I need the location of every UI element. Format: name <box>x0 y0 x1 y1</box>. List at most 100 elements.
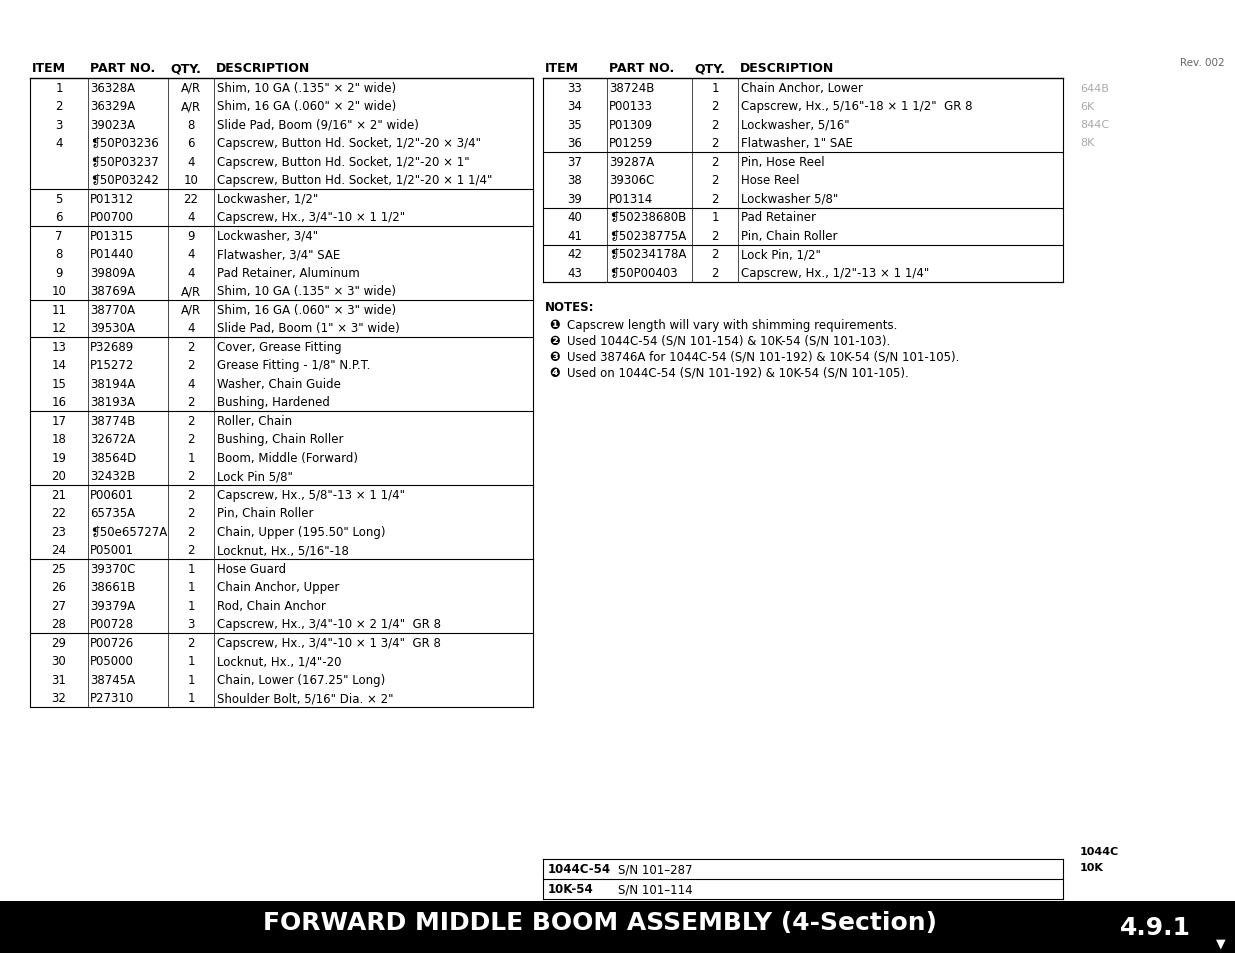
Text: ITEM: ITEM <box>545 63 579 75</box>
Text: P05000: P05000 <box>90 655 133 667</box>
Text: P00601: P00601 <box>90 488 135 501</box>
Text: ITEM: ITEM <box>32 63 65 75</box>
Text: P01309: P01309 <box>609 118 653 132</box>
Text: 4: 4 <box>188 267 195 279</box>
Text: 1044C: 1044C <box>1079 846 1119 856</box>
Text: 39287A: 39287A <box>609 155 655 169</box>
Text: 2: 2 <box>711 118 719 132</box>
Text: 9: 9 <box>56 267 63 279</box>
Text: Rod, Chain Anchor: Rod, Chain Anchor <box>217 599 326 612</box>
Text: Flatwasher, 3/4" SAE: Flatwasher, 3/4" SAE <box>217 248 341 261</box>
Text: 644B: 644B <box>1079 84 1109 94</box>
Text: Hose Reel: Hose Reel <box>741 174 799 187</box>
Text: 2: 2 <box>188 488 195 501</box>
Text: Capscrew length will vary with shimming requirements.: Capscrew length will vary with shimming … <box>567 318 898 332</box>
Text: 38769A: 38769A <box>90 285 136 298</box>
Text: Lock Pin, 1/2": Lock Pin, 1/2" <box>741 248 821 261</box>
Text: Chain, Lower (167.25" Long): Chain, Lower (167.25" Long) <box>217 673 385 686</box>
Text: 26: 26 <box>52 580 67 594</box>
Text: 36329A: 36329A <box>90 100 136 113</box>
Text: Shim, 16 GA (.060" × 3" wide): Shim, 16 GA (.060" × 3" wide) <box>217 303 396 316</box>
Text: DESCRIPTION: DESCRIPTION <box>740 63 835 75</box>
Text: 39023A: 39023A <box>90 118 135 132</box>
Text: Lockwasher, 1/2": Lockwasher, 1/2" <box>217 193 319 206</box>
Text: ❡50234178A: ❡50234178A <box>609 248 687 261</box>
Text: 39: 39 <box>568 193 583 206</box>
Text: ▼: ▼ <box>1216 937 1226 949</box>
Text: 38194A: 38194A <box>90 377 136 391</box>
Text: Grease Fitting - 1/8" N.P.T.: Grease Fitting - 1/8" N.P.T. <box>217 359 370 372</box>
Text: Rev. 002: Rev. 002 <box>1181 58 1225 68</box>
Text: A/R: A/R <box>182 285 201 298</box>
Text: 38724B: 38724B <box>609 82 655 94</box>
Text: Pin, Chain Roller: Pin, Chain Roller <box>217 507 314 519</box>
Text: ❡50238680B: ❡50238680B <box>609 211 687 224</box>
Text: 8K: 8K <box>1079 138 1094 148</box>
Text: 2: 2 <box>188 395 195 409</box>
Text: 2: 2 <box>188 433 195 446</box>
Text: Chain, Upper (195.50" Long): Chain, Upper (195.50" Long) <box>217 525 385 538</box>
Text: 65735A: 65735A <box>90 507 135 519</box>
Text: 29: 29 <box>52 636 67 649</box>
Text: A/R: A/R <box>182 82 201 94</box>
Text: ❡50P00403: ❡50P00403 <box>609 267 678 279</box>
Text: 4: 4 <box>188 211 195 224</box>
Text: 8: 8 <box>188 118 195 132</box>
Text: 35: 35 <box>568 118 583 132</box>
Text: 32432B: 32432B <box>90 470 136 483</box>
Text: 38770A: 38770A <box>90 303 135 316</box>
Text: Pad Retainer: Pad Retainer <box>741 211 816 224</box>
Text: 3: 3 <box>188 618 195 631</box>
Text: 43: 43 <box>568 267 583 279</box>
Text: 2: 2 <box>188 359 195 372</box>
Text: ❷: ❷ <box>550 335 559 348</box>
Text: P00728: P00728 <box>90 618 135 631</box>
Text: 4.9.1: 4.9.1 <box>1119 915 1191 939</box>
Text: 32672A: 32672A <box>90 433 136 446</box>
Text: 4: 4 <box>188 322 195 335</box>
Text: NOTES:: NOTES: <box>545 301 594 314</box>
Text: 31: 31 <box>52 673 67 686</box>
Text: P01440: P01440 <box>90 248 135 261</box>
Text: 1: 1 <box>188 580 195 594</box>
Text: Capscrew, Hx., 3/4"-10 × 1 1/2": Capscrew, Hx., 3/4"-10 × 1 1/2" <box>217 211 405 224</box>
Text: 38661B: 38661B <box>90 580 136 594</box>
Text: Pin, Chain Roller: Pin, Chain Roller <box>741 230 837 242</box>
Text: S/N 101–287: S/N 101–287 <box>618 862 693 876</box>
Text: 2: 2 <box>711 137 719 150</box>
Text: Lockwasher, 3/4": Lockwasher, 3/4" <box>217 230 319 242</box>
Text: 36: 36 <box>568 137 583 150</box>
Text: ❶: ❶ <box>550 318 559 332</box>
Text: 2: 2 <box>56 100 63 113</box>
Text: 10: 10 <box>52 285 67 298</box>
Text: Capscrew, Hx., 5/8"-13 × 1 1/4": Capscrew, Hx., 5/8"-13 × 1 1/4" <box>217 488 405 501</box>
Text: 28: 28 <box>52 618 67 631</box>
Text: 1: 1 <box>711 211 719 224</box>
Text: 2: 2 <box>188 507 195 519</box>
Text: S/N 101–114: S/N 101–114 <box>618 882 693 896</box>
Text: Locknut, Hx., 1/4"-20: Locknut, Hx., 1/4"-20 <box>217 655 342 667</box>
Text: 2: 2 <box>188 340 195 354</box>
Text: ❡50P03242: ❡50P03242 <box>90 174 159 187</box>
Text: 27: 27 <box>52 599 67 612</box>
Text: P01314: P01314 <box>609 193 653 206</box>
Text: Chain Anchor, Upper: Chain Anchor, Upper <box>217 580 340 594</box>
Text: 2: 2 <box>711 100 719 113</box>
Text: 1: 1 <box>711 82 719 94</box>
Text: QTY.: QTY. <box>170 63 201 75</box>
Text: 2: 2 <box>188 543 195 557</box>
Text: 5: 5 <box>56 193 63 206</box>
Text: Bushing, Chain Roller: Bushing, Chain Roller <box>217 433 343 446</box>
Text: 32: 32 <box>52 692 67 704</box>
Text: Capscrew, Hx., 3/4"-10 × 2 1/4"  GR 8: Capscrew, Hx., 3/4"-10 × 2 1/4" GR 8 <box>217 618 441 631</box>
Text: 4: 4 <box>188 377 195 391</box>
Text: 41: 41 <box>568 230 583 242</box>
Text: 39306C: 39306C <box>609 174 655 187</box>
Text: 30: 30 <box>52 655 67 667</box>
Text: 34: 34 <box>568 100 583 113</box>
Text: Pad Retainer, Aluminum: Pad Retainer, Aluminum <box>217 267 359 279</box>
Text: QTY.: QTY. <box>694 63 725 75</box>
Text: 10: 10 <box>184 174 199 187</box>
Text: Hose Guard: Hose Guard <box>217 562 287 576</box>
Text: Shim, 16 GA (.060" × 2" wide): Shim, 16 GA (.060" × 2" wide) <box>217 100 396 113</box>
